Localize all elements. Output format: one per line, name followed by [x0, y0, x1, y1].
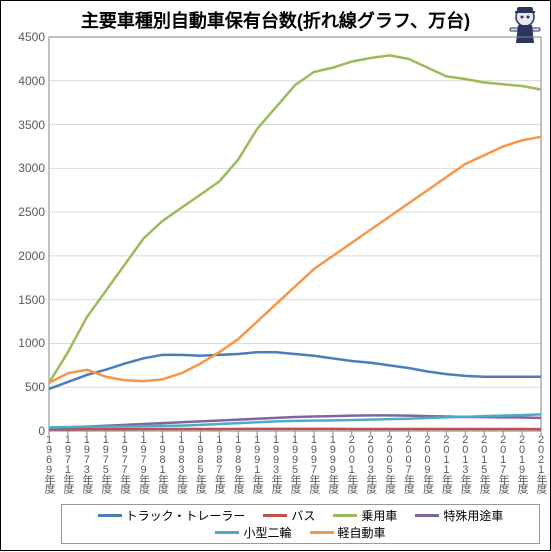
x-tick-label: 2011年度 [438, 434, 454, 492]
legend: トラック・トレーラー バス 乗用車 特殊用途車小型二輪 軽自動車 [61, 504, 540, 544]
legend-label: バス [291, 507, 315, 524]
legend-item: バス [263, 507, 315, 524]
x-tick-label: 2001年度 [344, 434, 360, 492]
x-tick-label: 2005年度 [382, 434, 398, 492]
legend-label: 小型二輪 [243, 524, 291, 541]
x-tick-label: 2003年度 [363, 434, 379, 492]
x-tick-label: 1977年度 [117, 434, 133, 492]
legend-item: 小型二輪 [215, 524, 291, 541]
y-tick-label: 1000 [5, 336, 45, 350]
y-tick-label: 4000 [5, 74, 45, 88]
legend-label: 特殊用途車 [443, 507, 503, 524]
x-tick-label: 1975年度 [98, 434, 114, 492]
legend-swatch [333, 514, 357, 517]
legend-label: 軽自動車 [338, 524, 386, 541]
x-tick-label: 1981年度 [155, 434, 171, 492]
x-tick-label: 2015年度 [476, 434, 492, 492]
y-tick-label: 3500 [5, 118, 45, 132]
x-tick-label: 2007年度 [401, 434, 417, 492]
x-tick-label: 2009年度 [419, 434, 435, 492]
x-tick-label: 1993年度 [268, 434, 284, 492]
x-tick-label: 1979年度 [136, 434, 152, 492]
x-tick-label: 1989年度 [230, 434, 246, 492]
x-tick-label: 2013年度 [457, 434, 473, 492]
y-tick-label: 2500 [5, 205, 45, 219]
x-tick-label: 1997年度 [306, 434, 322, 492]
legend-item: 特殊用途車 [415, 507, 503, 524]
x-tick-label: 1973年度 [79, 434, 95, 492]
chart-container: 主要車種別自動車保有台数(折れ線グラフ、万台) 0500100015002000… [0, 0, 551, 551]
x-tick-label: 1969年度 [41, 434, 57, 492]
x-tick-label: 1971年度 [60, 434, 76, 492]
y-tick-label: 3000 [5, 161, 45, 175]
x-tick-label: 1983年度 [173, 434, 189, 492]
legend-item: 乗用車 [333, 507, 397, 524]
x-tick-label: 1999年度 [325, 434, 341, 492]
x-tick-label: 1991年度 [249, 434, 265, 492]
y-tick-label: 500 [5, 380, 45, 394]
x-tick-label: 2019年度 [514, 434, 530, 492]
legend-item: トラック・トレーラー [98, 507, 246, 524]
legend-label: トラック・トレーラー [126, 507, 246, 524]
legend-swatch [310, 531, 334, 534]
x-tick-label: 1985年度 [192, 434, 208, 492]
legend-swatch [263, 514, 287, 517]
x-tick-label: 2021年度 [533, 434, 549, 492]
y-tick-label: 1500 [5, 293, 45, 307]
legend-swatch [215, 531, 239, 534]
x-tick-label: 2017年度 [495, 434, 511, 492]
y-tick-label: 2000 [5, 249, 45, 263]
legend-swatch [415, 514, 439, 517]
x-tick-label: 1995年度 [287, 434, 303, 492]
legend-swatch [98, 514, 122, 517]
y-tick-label: 0 [5, 424, 45, 438]
legend-item: 軽自動車 [310, 524, 386, 541]
legend-label: 乗用車 [361, 507, 397, 524]
x-tick-label: 1987年度 [211, 434, 227, 492]
y-tick-label: 4500 [5, 30, 45, 44]
